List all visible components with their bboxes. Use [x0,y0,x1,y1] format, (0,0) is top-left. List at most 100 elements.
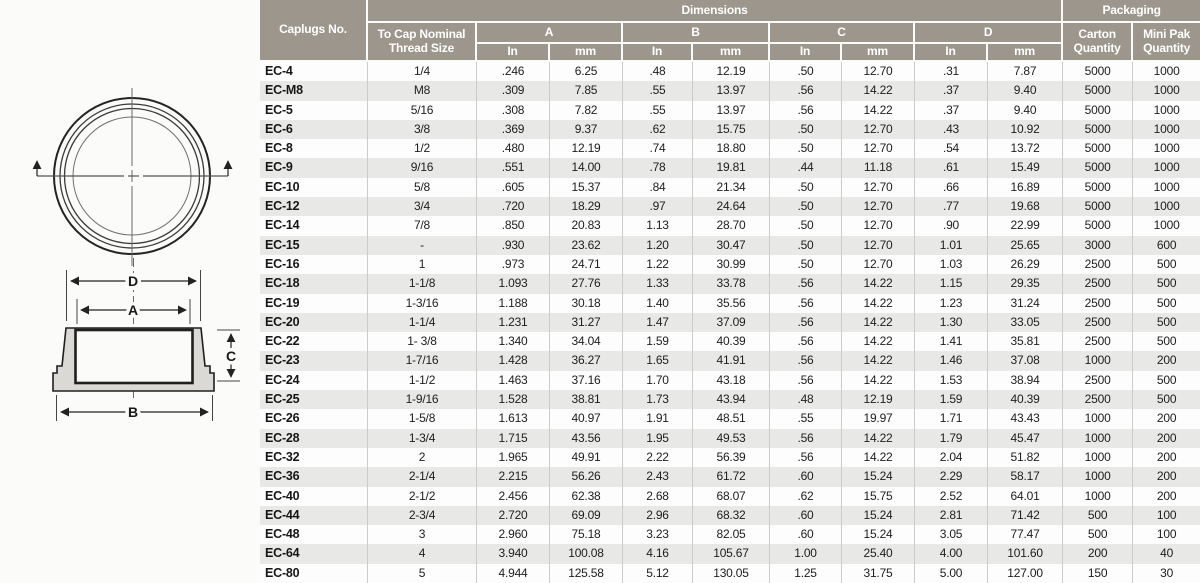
caplugs-no-cell: EC-23 [260,351,368,371]
spec-cell: 1.71 [915,409,988,429]
spec-cell: 38.81 [550,390,623,410]
spec-cell: 200 [1133,467,1200,487]
spec-cell: 3/8 [368,119,477,140]
spec-cell: 1000 [1133,139,1200,159]
spec-cell: 12.19 [693,62,770,82]
spec-cell: .369 [477,119,550,140]
table-row: EC-36 2-1/4 2.215 56.26 2.43 61.72.60 15.24 2.2… [260,467,1200,487]
spec-cell: 31.27 [550,312,623,333]
caplugs-no-cell: EC-10 [260,177,368,198]
spec-cell: 14.22 [842,447,915,468]
caplugs-no-cell: EC-6 [260,119,368,140]
header-a-in: In [477,44,550,62]
spec-cell: .930 [477,235,550,255]
spec-cell: 5/16 [368,100,477,120]
spec-table-container: Caplugs No. Dimensions Packaging To Cap … [260,0,1200,583]
spec-cell: 200 [1133,428,1200,448]
spec-cell: 37.08 [988,351,1064,371]
spec-cell: .78 [623,158,693,178]
header-a-mm: mm [550,44,623,62]
spec-cell: .56 [770,312,842,333]
spec-cell: 35.56 [693,293,770,313]
spec-cell: 500 [1063,525,1134,545]
spec-cell: 12.19 [550,139,623,159]
spec-cell: 14.22 [842,351,915,371]
spec-cell: 14.22 [842,293,915,313]
table-row: EC-48 3 2.960 75.18 3.23 82.05.60 15.24 3.05 77.… [260,525,1200,545]
spec-cell: 37.16 [550,370,623,391]
spec-cell: 12.70 [842,216,915,236]
spec-cell: 21.34 [693,177,770,198]
header-dim-a: A [477,23,623,44]
spec-cell: 1.093 [477,274,550,294]
spec-cell: 130.05 [693,563,770,583]
spec-cell: 1.70 [623,370,693,391]
spec-cell: 1-3/4 [368,428,477,448]
header-caplugs-no: Caplugs No. [260,0,368,62]
spec-cell: 1.79 [915,428,988,448]
spec-cell: .551 [477,158,550,178]
spec-cell: 36.27 [550,351,623,371]
spec-cell: 1.33 [623,274,693,294]
spec-cell: 1.65 [623,351,693,371]
spec-cell: 2500 [1063,312,1134,333]
spec-cell: 5000 [1063,139,1134,159]
spec-cell: 1000 [1133,158,1200,178]
spec-cell: 18.80 [693,139,770,159]
spec-cell: 5000 [1063,81,1134,101]
spec-cell: 200 [1063,544,1134,564]
spec-cell: 125.58 [550,563,623,583]
spec-cell: 1.59 [915,390,988,410]
table-row: EC-24 1-1/2 1.463 37.16 1.70 43.18.56 14.22 1.5… [260,370,1200,391]
caplugs-no-cell: EC-15 [260,235,368,255]
spec-cell: 13.97 [693,81,770,101]
caplugs-no-cell: EC-44 [260,505,368,526]
cap-top-view [32,88,233,266]
spec-cell: 1.613 [477,409,550,429]
header-dim-d: D [915,23,1064,44]
caplugs-no-cell: EC-40 [260,486,368,506]
spec-cell: .56 [770,293,842,313]
spec-cell: 1.91 [623,409,693,429]
spec-cell: .90 [915,216,988,236]
spec-cell: 1-3/16 [368,293,477,313]
table-row: EC-23 1-7/16 1.428 36.27 1.65 41.91.56 14.22 1.… [260,351,1200,371]
spec-cell: 26.29 [988,254,1064,275]
spec-cell: 19.68 [988,197,1064,217]
spec-cell: 49.91 [550,447,623,468]
spec-cell: 33.05 [988,312,1064,333]
header-dim-b: B [623,23,770,44]
table-row: EC-19 1-3/16 1.188 30.18 1.40 35.56.56 14.22 1.… [260,293,1200,313]
spec-cell: 500 [1133,390,1200,410]
table-row: EC-M8 M8.309 7.85.55 13.97.56 14.22.37 9.40 50… [260,81,1200,101]
spec-cell: 37.09 [693,312,770,333]
spec-cell: 14.22 [842,312,915,333]
spec-cell: 12.70 [842,254,915,275]
spec-cell: 15.75 [693,119,770,140]
spec-cell: 7/8 [368,216,477,236]
spec-cell: 5000 [1063,100,1134,120]
spec-cell: 500 [1133,312,1200,333]
caplugs-no-cell: EC-25 [260,390,368,410]
caplugs-no-cell: EC-12 [260,197,368,217]
spec-cell: 30.18 [550,293,623,313]
spec-cell: 1/4 [368,62,477,82]
caplugs-no-cell: EC-M8 [260,81,368,101]
spec-cell: 500 [1133,293,1200,313]
spec-cell: 7.87 [988,62,1064,82]
spec-cell: 1000 [1133,100,1200,120]
table-row: EC-20 1-1/4 1.231 31.27 1.47 37.09.56 14.22 1.3… [260,312,1200,333]
caplugs-no-cell: EC-19 [260,293,368,313]
spec-cell: 15.24 [842,467,915,487]
header-b-in: In [623,44,693,62]
spec-cell: .77 [915,197,988,217]
table-row: EC-80 5 4.944 125.58 5.12 130.05 1.25 31.75 5.00… [260,563,1200,583]
spec-cell: 2500 [1063,390,1134,410]
table-row: EC-44 2-3/4 2.720 69.09 2.96 68.32.60 15.24 2.8… [260,505,1200,526]
table-row: EC-12 3/4.720 18.29.97 24.64.50 12.70.77 19.6… [260,197,1200,217]
spec-cell: 30 [1133,563,1200,583]
spec-cell: 1.47 [623,312,693,333]
spec-cell: 1.13 [623,216,693,236]
spec-cell: 9.40 [988,100,1064,120]
spec-cell: 200 [1133,409,1200,429]
